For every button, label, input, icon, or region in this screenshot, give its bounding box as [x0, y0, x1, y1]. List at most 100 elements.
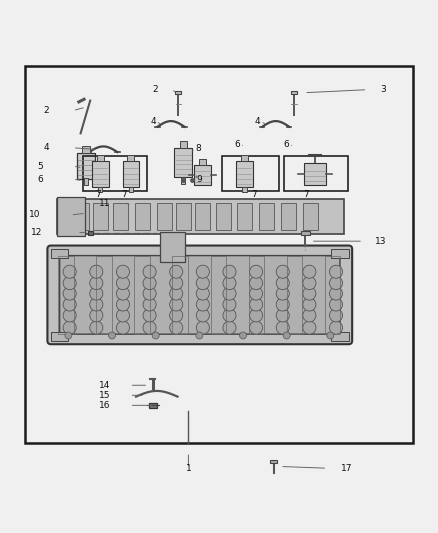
Circle shape — [170, 265, 183, 278]
Text: 4: 4 — [255, 117, 261, 126]
Bar — [180, 141, 187, 148]
Circle shape — [196, 321, 209, 334]
Bar — [157, 203, 172, 230]
Text: 7: 7 — [251, 190, 257, 199]
Circle shape — [223, 265, 236, 278]
Circle shape — [109, 332, 116, 339]
Text: 6: 6 — [38, 175, 43, 184]
Circle shape — [303, 277, 316, 289]
Bar — [134, 256, 150, 334]
Bar — [129, 187, 133, 192]
Bar — [174, 148, 192, 177]
Bar — [25, 66, 413, 443]
Bar — [236, 161, 253, 187]
Text: 9: 9 — [196, 175, 202, 184]
Bar — [242, 187, 247, 192]
Bar — [199, 159, 206, 165]
Bar — [57, 197, 85, 236]
Bar — [82, 147, 90, 154]
Circle shape — [63, 298, 76, 311]
Circle shape — [117, 287, 130, 300]
Bar — [284, 156, 348, 191]
Bar — [149, 403, 157, 408]
Circle shape — [327, 332, 334, 339]
Circle shape — [276, 321, 289, 334]
Circle shape — [170, 298, 183, 311]
Text: 7: 7 — [121, 190, 127, 199]
Circle shape — [329, 265, 343, 278]
Text: 13: 13 — [375, 237, 387, 246]
Bar — [58, 256, 74, 334]
Bar — [77, 154, 95, 179]
Bar — [83, 156, 148, 191]
Circle shape — [223, 277, 236, 289]
Circle shape — [276, 298, 289, 311]
Circle shape — [223, 309, 236, 322]
Bar — [248, 256, 264, 334]
Text: 17: 17 — [341, 464, 353, 473]
Bar — [331, 249, 349, 258]
Circle shape — [90, 309, 103, 322]
Bar — [286, 256, 302, 334]
Text: 12: 12 — [31, 228, 42, 237]
Circle shape — [196, 265, 209, 278]
Bar — [51, 332, 68, 341]
Bar — [160, 231, 185, 262]
Circle shape — [90, 287, 103, 300]
Bar — [176, 203, 191, 230]
Text: 2: 2 — [43, 106, 49, 115]
Bar — [135, 203, 150, 230]
Circle shape — [63, 265, 76, 278]
Bar — [304, 163, 326, 185]
Bar — [84, 179, 88, 185]
Circle shape — [329, 298, 343, 311]
Circle shape — [90, 277, 103, 289]
Bar — [270, 460, 277, 463]
Bar — [88, 231, 93, 235]
Bar — [194, 165, 211, 184]
Circle shape — [143, 309, 156, 322]
Circle shape — [303, 309, 316, 322]
Circle shape — [170, 277, 183, 289]
Bar — [113, 203, 128, 230]
Circle shape — [223, 298, 236, 311]
Circle shape — [143, 277, 156, 289]
Circle shape — [117, 265, 130, 278]
Circle shape — [276, 287, 289, 300]
Circle shape — [63, 309, 76, 322]
Text: 2: 2 — [152, 85, 158, 94]
Bar — [181, 177, 185, 183]
Circle shape — [329, 277, 343, 289]
Circle shape — [117, 321, 130, 334]
Bar — [97, 155, 104, 161]
Bar — [175, 91, 181, 94]
Circle shape — [196, 277, 209, 289]
Bar — [74, 203, 89, 230]
Circle shape — [143, 287, 156, 300]
Circle shape — [303, 298, 316, 311]
Circle shape — [170, 321, 183, 334]
Circle shape — [329, 321, 343, 334]
Circle shape — [196, 309, 209, 322]
Text: 16: 16 — [99, 401, 111, 410]
Circle shape — [63, 277, 76, 289]
Circle shape — [63, 287, 76, 300]
Circle shape — [250, 321, 263, 334]
Text: 8: 8 — [195, 144, 201, 153]
Bar — [301, 231, 310, 235]
Bar — [237, 203, 252, 230]
Bar — [195, 203, 210, 230]
Circle shape — [117, 277, 130, 289]
Circle shape — [117, 309, 130, 322]
Text: 15: 15 — [99, 391, 111, 400]
Bar — [127, 155, 134, 161]
FancyBboxPatch shape — [47, 246, 352, 344]
Bar — [173, 256, 188, 334]
Text: 14: 14 — [99, 381, 111, 390]
Circle shape — [143, 321, 156, 334]
Text: 6: 6 — [234, 140, 240, 149]
Text: 11: 11 — [99, 199, 111, 208]
Circle shape — [250, 298, 263, 311]
Text: 3: 3 — [381, 85, 386, 94]
Bar — [303, 203, 318, 230]
